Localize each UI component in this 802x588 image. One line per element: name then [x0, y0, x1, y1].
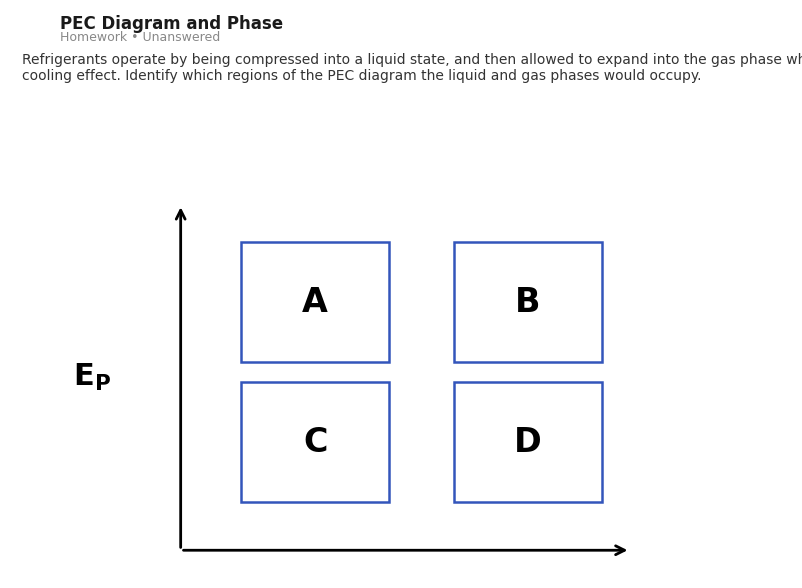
Bar [241, 242, 389, 362]
Text: A: A [302, 286, 328, 319]
Text: D: D [513, 426, 541, 459]
Text: B: B [515, 286, 540, 319]
Bar [453, 382, 602, 502]
Text: Refrigerants operate by being compressed into a liquid state, and then allowed t: Refrigerants operate by being compressed… [22, 53, 802, 83]
Text: C: C [302, 426, 327, 459]
Text: $\mathbf{E_P}$: $\mathbf{E_P}$ [73, 362, 111, 393]
Bar [453, 242, 602, 362]
Text: Homework • Unanswered: Homework • Unanswered [60, 31, 221, 44]
Bar [241, 382, 389, 502]
Text: PEC Diagram and Phase: PEC Diagram and Phase [60, 15, 283, 33]
